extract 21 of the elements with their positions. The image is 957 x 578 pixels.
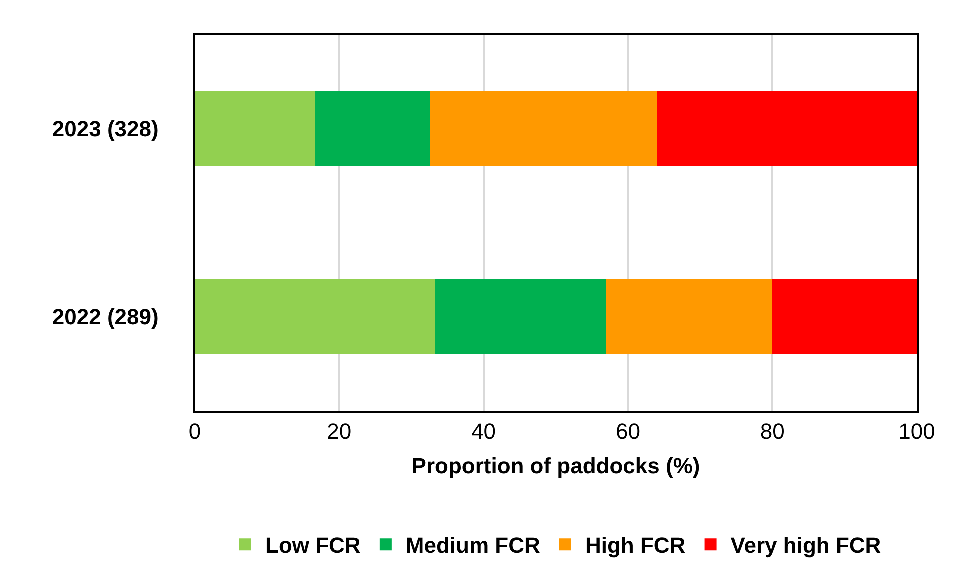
bar (195, 279, 436, 355)
x-axis-title: Proportion of paddocks (%) (412, 454, 700, 479)
x-tick-label: 100 (898, 419, 936, 444)
bar (430, 91, 658, 167)
bar (195, 91, 316, 167)
x-tick-label: 80 (760, 419, 785, 444)
bar (657, 91, 917, 167)
bar (435, 279, 607, 355)
legend-label: Very high FCR (730, 533, 882, 558)
legend-label: Medium FCR (406, 533, 540, 558)
bar (772, 279, 917, 355)
legend-label: Low FCR (266, 533, 361, 558)
x-tick-label: 20 (327, 419, 352, 444)
x-tick-label: 0 (188, 419, 202, 444)
x-tick-label: 60 (616, 419, 640, 444)
legend-label: High FCR (585, 533, 686, 558)
x-tick-label: 40 (472, 419, 496, 444)
bar (316, 91, 430, 167)
y-tick-label: 2022 (289) (52, 304, 159, 330)
bar (606, 279, 773, 355)
y-tick-label: 2023 (328) (52, 116, 159, 142)
